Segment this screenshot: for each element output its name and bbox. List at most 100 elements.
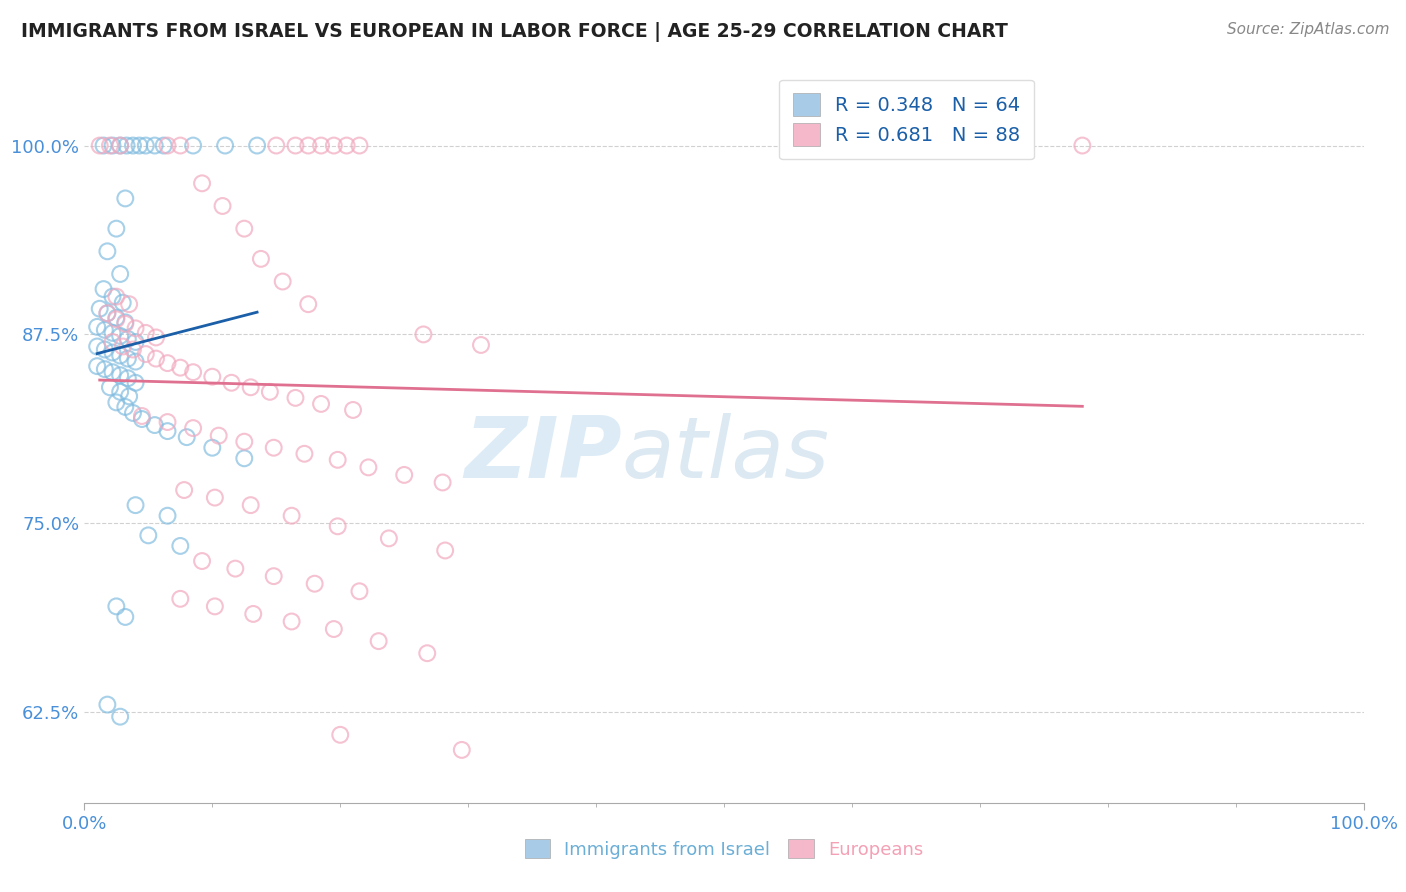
Point bbox=[191, 177, 214, 191]
Point bbox=[309, 397, 332, 411]
Point bbox=[264, 138, 288, 153]
Point bbox=[118, 297, 141, 311]
Point bbox=[263, 569, 285, 583]
Point bbox=[135, 138, 157, 153]
Point bbox=[169, 591, 191, 606]
Point bbox=[117, 371, 139, 385]
Point bbox=[108, 329, 131, 343]
Point bbox=[105, 290, 128, 304]
Point bbox=[111, 295, 134, 310]
Point bbox=[131, 409, 153, 423]
Point bbox=[246, 138, 269, 153]
Point bbox=[329, 728, 352, 742]
Point bbox=[169, 360, 191, 375]
Point bbox=[122, 138, 145, 153]
Point bbox=[96, 306, 118, 320]
Point bbox=[114, 610, 136, 624]
Point bbox=[349, 138, 371, 153]
Point bbox=[101, 138, 124, 153]
Point bbox=[114, 400, 136, 414]
Point bbox=[124, 354, 146, 368]
Point bbox=[86, 359, 108, 373]
Point bbox=[378, 532, 401, 546]
Text: ZIP: ZIP bbox=[464, 413, 621, 496]
Point bbox=[284, 391, 307, 405]
Point bbox=[108, 267, 131, 281]
Point bbox=[86, 339, 108, 353]
Point bbox=[169, 539, 191, 553]
Point bbox=[309, 138, 332, 153]
Point bbox=[342, 403, 364, 417]
Point bbox=[105, 395, 128, 409]
Point bbox=[108, 368, 131, 383]
Point bbox=[191, 554, 214, 568]
Point bbox=[114, 191, 136, 205]
Point bbox=[117, 351, 139, 366]
Point bbox=[221, 376, 243, 390]
Point bbox=[322, 622, 344, 636]
Point bbox=[156, 508, 179, 523]
Point bbox=[181, 138, 204, 153]
Point bbox=[128, 138, 150, 153]
Point bbox=[156, 138, 179, 153]
Point bbox=[98, 380, 121, 394]
Point bbox=[357, 460, 380, 475]
Point bbox=[145, 330, 167, 344]
Point bbox=[108, 138, 131, 153]
Point bbox=[105, 221, 128, 235]
Point bbox=[336, 138, 359, 153]
Point bbox=[105, 599, 128, 614]
Point bbox=[124, 498, 146, 512]
Point bbox=[304, 576, 326, 591]
Point bbox=[169, 138, 191, 153]
Point bbox=[259, 384, 281, 399]
Point bbox=[239, 380, 262, 394]
Point bbox=[204, 599, 226, 614]
Point bbox=[89, 301, 111, 316]
Point bbox=[1071, 138, 1094, 153]
Point bbox=[434, 543, 457, 558]
Point bbox=[250, 252, 273, 266]
Point bbox=[118, 389, 141, 403]
Point bbox=[156, 356, 179, 370]
Point bbox=[94, 362, 117, 376]
Point bbox=[181, 421, 204, 435]
Legend: R = 0.348   N = 64, R = 0.681   N = 88: R = 0.348 N = 64, R = 0.681 N = 88 bbox=[779, 79, 1035, 160]
Point bbox=[412, 327, 434, 342]
Point bbox=[152, 138, 174, 153]
Point bbox=[416, 646, 439, 660]
Point bbox=[101, 290, 124, 304]
Point bbox=[242, 607, 264, 621]
Point bbox=[367, 634, 389, 648]
Point bbox=[233, 221, 256, 235]
Point bbox=[105, 310, 128, 325]
Point bbox=[349, 584, 371, 599]
Point bbox=[201, 441, 224, 455]
Point bbox=[211, 199, 233, 213]
Point bbox=[994, 138, 1017, 153]
Point bbox=[93, 282, 115, 296]
Point bbox=[122, 406, 145, 420]
Point bbox=[239, 498, 262, 512]
Point bbox=[214, 138, 236, 153]
Point bbox=[96, 244, 118, 259]
Point bbox=[108, 384, 131, 399]
Point bbox=[94, 323, 117, 337]
Point bbox=[145, 351, 167, 366]
Point bbox=[111, 339, 134, 353]
Point bbox=[208, 428, 231, 442]
Point bbox=[204, 491, 226, 505]
Point bbox=[122, 343, 145, 357]
Point bbox=[233, 434, 256, 449]
Point bbox=[114, 315, 136, 329]
Point bbox=[124, 321, 146, 335]
Point bbox=[322, 138, 344, 153]
Point bbox=[138, 528, 160, 542]
Point bbox=[271, 275, 294, 289]
Point bbox=[101, 334, 124, 349]
Point bbox=[117, 332, 139, 346]
Point bbox=[96, 698, 118, 712]
Point bbox=[89, 138, 111, 153]
Point bbox=[224, 561, 246, 575]
Point bbox=[101, 326, 124, 340]
